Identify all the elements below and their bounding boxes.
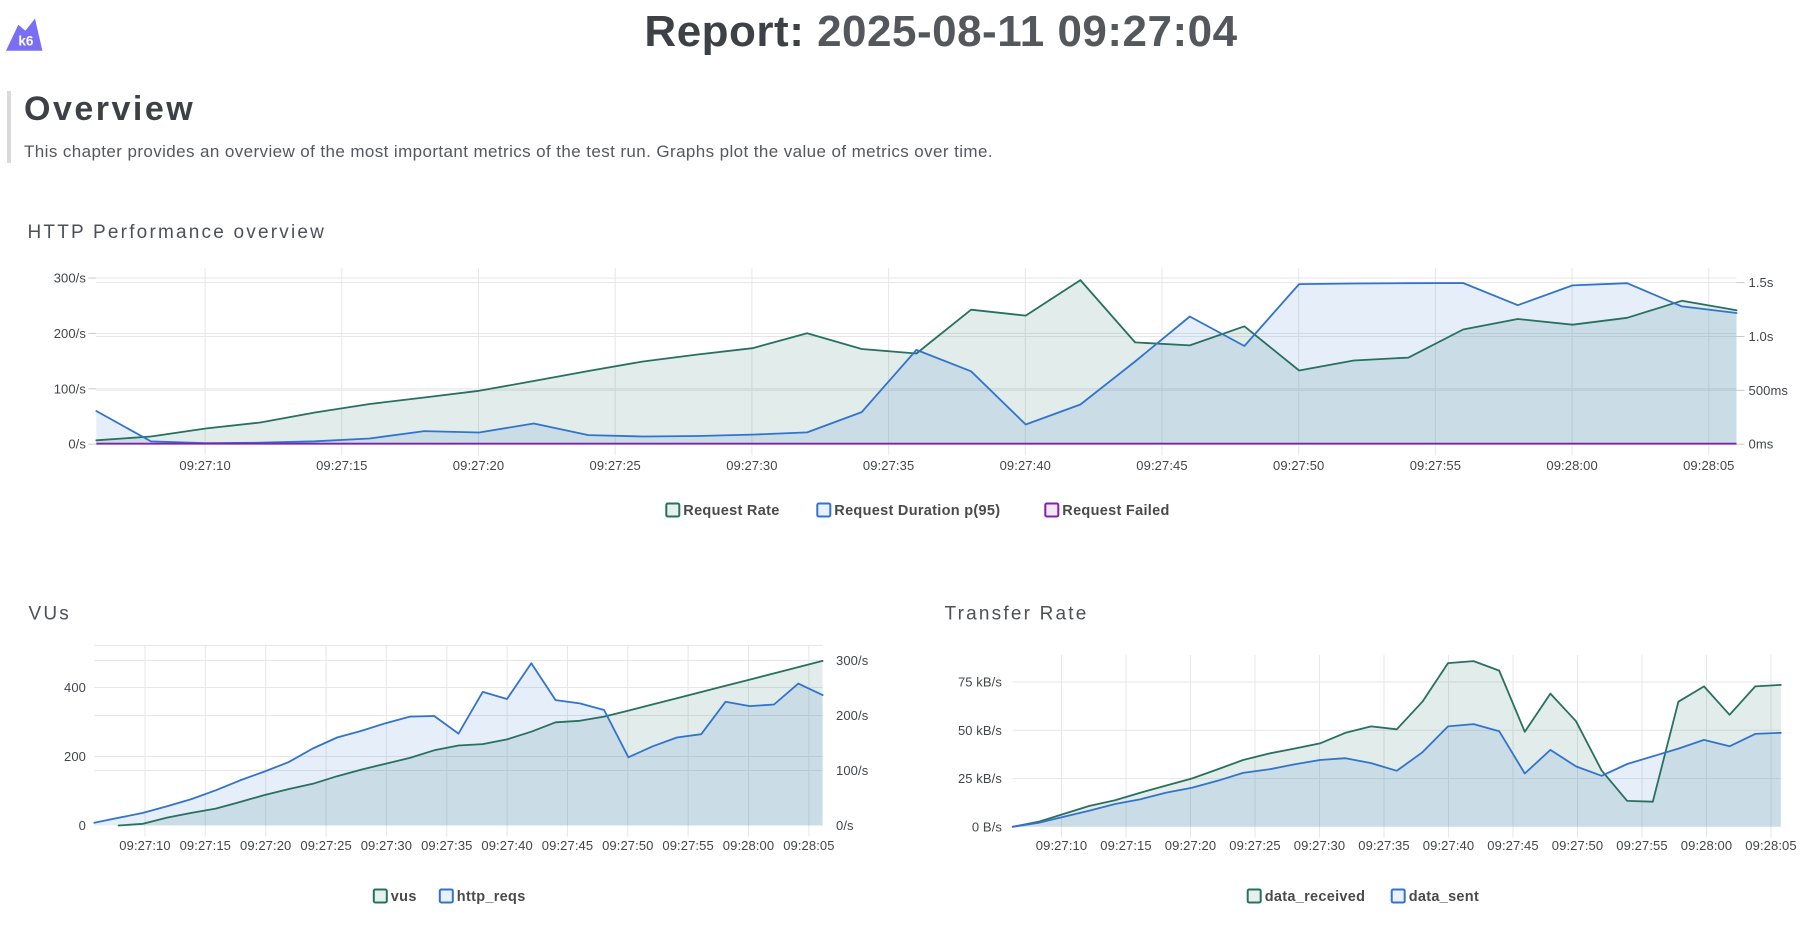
svg-text:0/s: 0/s [836, 818, 854, 833]
svg-text:09:27:20: 09:27:20 [1165, 838, 1216, 853]
svg-text:09:27:50: 09:27:50 [1273, 458, 1324, 473]
svg-text:09:27:40: 09:27:40 [1000, 458, 1051, 473]
svg-text:09:27:45: 09:27:45 [542, 838, 593, 853]
svg-text:data_sent: data_sent [1409, 889, 1479, 905]
svg-text:09:27:20: 09:27:20 [453, 458, 504, 473]
svg-text:09:28:05: 09:28:05 [1683, 458, 1734, 473]
svg-text:http_reqs: http_reqs [457, 889, 526, 905]
svg-text:09:27:15: 09:27:15 [180, 838, 231, 853]
svg-text:500ms: 500ms [1749, 383, 1789, 398]
svg-text:09:27:55: 09:27:55 [1410, 458, 1461, 473]
svg-text:09:27:55: 09:27:55 [1616, 838, 1667, 853]
svg-text:200/s: 200/s [836, 708, 869, 723]
svg-text:300/s: 300/s [54, 271, 87, 286]
svg-text:09:27:30: 09:27:30 [1294, 838, 1345, 853]
svg-text:09:27:50: 09:27:50 [602, 838, 653, 853]
svg-text:09:27:30: 09:27:30 [726, 458, 777, 473]
svg-text:0ms: 0ms [1749, 437, 1774, 452]
svg-text:09:27:40: 09:27:40 [481, 838, 532, 853]
svg-text:09:27:10: 09:27:10 [1036, 838, 1087, 853]
svg-text:09:27:25: 09:27:25 [300, 838, 351, 853]
svg-text:09:27:35: 09:27:35 [1358, 838, 1409, 853]
svg-text:09:27:45: 09:27:45 [1136, 458, 1187, 473]
svg-text:VUs: VUs [29, 604, 72, 625]
svg-text:09:28:05: 09:28:05 [783, 838, 834, 853]
svg-text:Request Duration p(95): Request Duration p(95) [834, 503, 1000, 519]
svg-text:09:28:00: 09:28:00 [1546, 458, 1597, 473]
svg-text:09:27:55: 09:27:55 [662, 838, 713, 853]
svg-text:09:27:20: 09:27:20 [240, 838, 291, 853]
svg-text:09:27:35: 09:27:35 [863, 458, 914, 473]
svg-text:09:27:35: 09:27:35 [421, 838, 472, 853]
svg-text:Request Rate: Request Rate [683, 503, 779, 519]
svg-text:25 kB/s: 25 kB/s [958, 771, 1002, 786]
svg-text:09:27:30: 09:27:30 [361, 838, 412, 853]
svg-text:75 kB/s: 75 kB/s [958, 675, 1002, 690]
svg-text:data_received: data_received [1265, 889, 1366, 905]
svg-text:Transfer Rate: Transfer Rate [945, 604, 1089, 625]
svg-text:09:28:00: 09:28:00 [723, 838, 774, 853]
svg-text:09:27:50: 09:27:50 [1552, 838, 1603, 853]
svg-text:400: 400 [64, 680, 86, 695]
svg-text:1.5s: 1.5s [1749, 275, 1774, 290]
svg-text:HTTP Performance overview: HTTP Performance overview [28, 222, 327, 243]
svg-text:0/s: 0/s [68, 437, 86, 452]
svg-text:09:27:10: 09:27:10 [119, 838, 170, 853]
svg-text:k6: k6 [18, 34, 34, 49]
svg-text:09:27:25: 09:27:25 [589, 458, 640, 473]
svg-text:300/s: 300/s [836, 653, 869, 668]
svg-text:09:28:00: 09:28:00 [1681, 838, 1732, 853]
svg-text:Request Failed: Request Failed [1062, 503, 1169, 519]
svg-text:09:27:15: 09:27:15 [316, 458, 367, 473]
svg-text:200/s: 200/s [54, 326, 87, 341]
svg-text:100/s: 100/s [836, 763, 869, 778]
svg-text:09:27:25: 09:27:25 [1229, 838, 1280, 853]
svg-text:09:27:45: 09:27:45 [1487, 838, 1538, 853]
svg-text:09:27:10: 09:27:10 [179, 458, 230, 473]
svg-text:09:27:40: 09:27:40 [1423, 838, 1474, 853]
svg-text:09:28:05: 09:28:05 [1745, 838, 1796, 853]
svg-text:09:27:15: 09:27:15 [1100, 838, 1151, 853]
svg-text:50 kB/s: 50 kB/s [958, 723, 1002, 738]
svg-text:vus: vus [391, 889, 417, 905]
svg-text:200: 200 [64, 749, 86, 764]
svg-text:0 B/s: 0 B/s [972, 819, 1003, 834]
svg-text:0: 0 [79, 818, 86, 833]
svg-text:100/s: 100/s [54, 381, 87, 396]
svg-text:1.0s: 1.0s [1749, 329, 1774, 344]
